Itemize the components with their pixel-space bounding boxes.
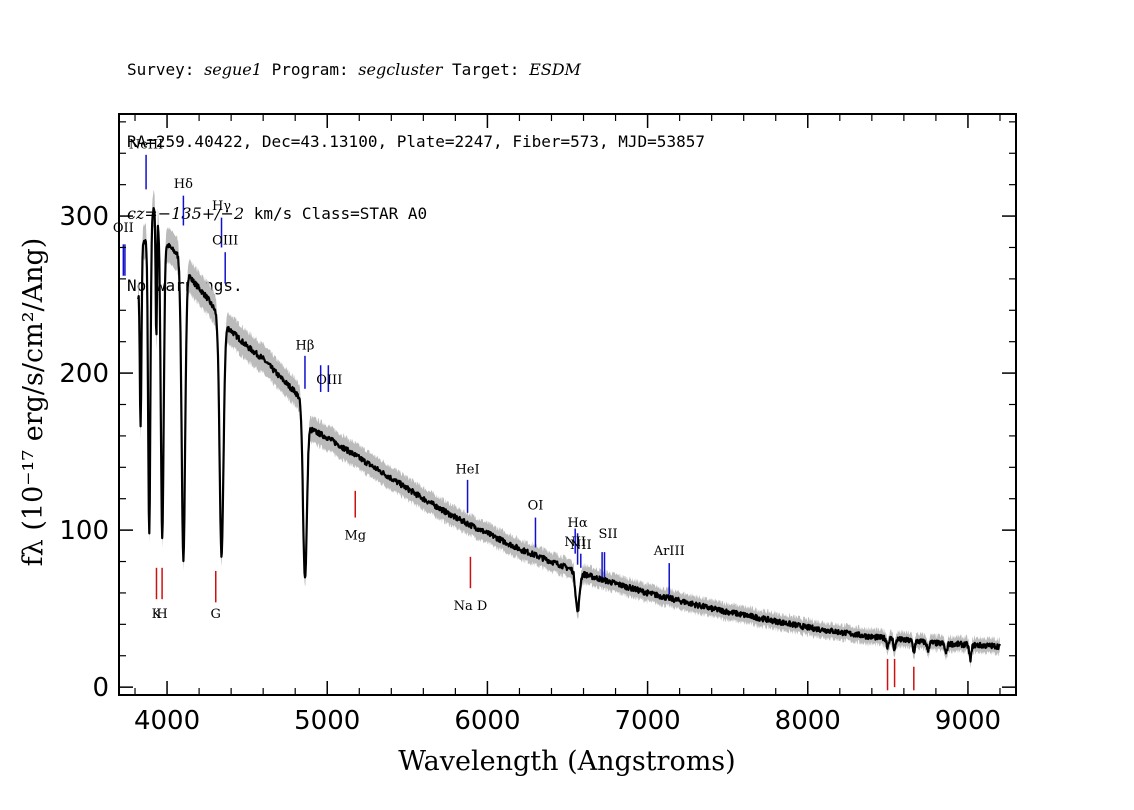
- emission-line-label: Hβ: [296, 339, 315, 354]
- plot-frame: [118, 113, 1017, 696]
- class-info: km/s Class=STAR A0: [244, 204, 428, 223]
- absorption-line-label: Na D: [454, 599, 488, 614]
- header-line-2: RA=259.40422, Dec=43.13100, Plate=2247, …: [127, 132, 705, 151]
- absorption-line-label: G: [211, 607, 221, 622]
- emission-line-label: SII: [599, 527, 618, 542]
- emission-line-label: Hδ: [174, 177, 193, 192]
- absorption-line-label: H: [156, 607, 167, 622]
- line-marker-layer: [122, 154, 915, 691]
- spectrum-series-layer: [137, 207, 1001, 663]
- program-value: segcluster: [358, 60, 443, 79]
- header-line-1: Survey: segue1 Program: segcluster Targe…: [127, 58, 705, 82]
- y-tick-label: 100: [59, 516, 109, 546]
- line-label-layer: OII NeIII Hδ Hγ OIII Hβ OIII HeI OI NII Hα NII SII Ar…: [113, 138, 685, 623]
- survey-label: Survey:: [127, 60, 195, 79]
- spectrum-header: Survey: segue1 Program: segcluster Targe…: [127, 10, 705, 322]
- emission-line-label: ArIII: [653, 544, 685, 559]
- error-band: [138, 189, 1000, 669]
- x-tick-label: 5000: [294, 706, 360, 736]
- emission-line-label: Hα: [568, 516, 588, 531]
- x-tick-label: 9000: [935, 706, 1001, 736]
- target-label: Target:: [452, 60, 520, 79]
- survey-value: segue1: [204, 60, 262, 79]
- emission-line-label: NII: [570, 538, 592, 553]
- absorption-line-label: Mg: [344, 529, 366, 544]
- x-tick-label: 7000: [615, 706, 681, 736]
- emission-line-label: HeI: [455, 463, 479, 478]
- spectrum-line: [137, 207, 1001, 663]
- y-tick-label: 200: [59, 359, 109, 389]
- emission-line-label: OIII: [212, 233, 238, 248]
- y-tick-label: 0: [92, 673, 109, 703]
- y-tick-label: 300: [59, 202, 109, 232]
- axis-ticks: 4000 5000 6000 7000 8000 9000 0 100 200 300: [59, 114, 1016, 736]
- x-axis-title: Wavelength (Angstroms): [398, 746, 735, 777]
- emission-line-label: OI: [528, 499, 544, 514]
- redshift-value: cz=−135+/−2: [127, 204, 245, 223]
- program-label: Program:: [271, 60, 349, 79]
- error-band-layer: [138, 189, 1000, 669]
- emission-line-label: NII: [564, 535, 586, 550]
- target-value: ESDM: [529, 60, 581, 79]
- header-line-3: cz=−135+/−2 km/s Class=STAR A0: [127, 202, 705, 226]
- emission-line-label: Hγ: [212, 199, 231, 214]
- emission-line-label: NeIII: [129, 138, 163, 153]
- absorption-line-label: K: [152, 607, 162, 622]
- emission-line-label: OII: [113, 221, 134, 236]
- emission-line-label: OIII: [316, 373, 342, 388]
- x-tick-label: 4000: [134, 706, 200, 736]
- y-axis-title: fλ (10⁻¹⁷ erg/s/cm²/Ang): [18, 238, 49, 567]
- x-tick-label: 6000: [454, 706, 520, 736]
- x-tick-label: 8000: [775, 706, 841, 736]
